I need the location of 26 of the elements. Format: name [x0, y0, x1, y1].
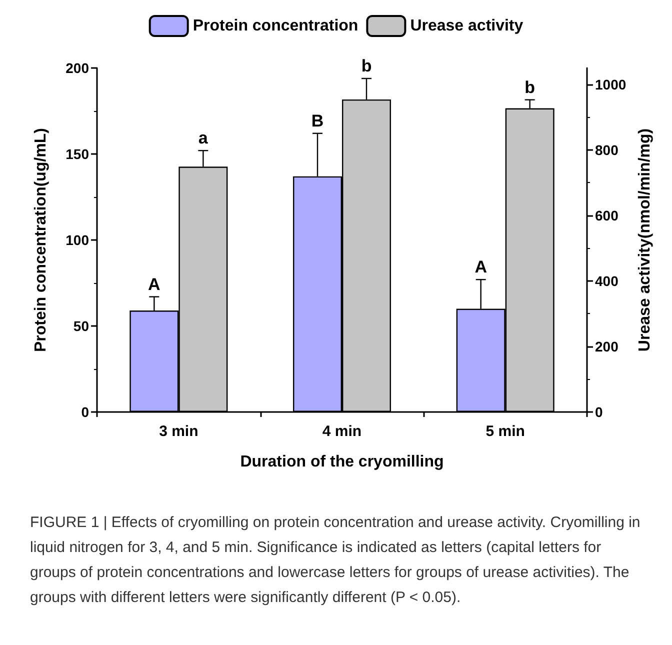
data-label: A	[474, 258, 487, 277]
caption: FIGURE 1 | Effects of cryomilling on protein concentration and urease activity. Cryomilling in liquid nitrogen for 3, 4, and 5 min. Significance is indicated as letters (capital letters for groups of protein concentrations and lowercase letters for groups of urease activities). The groups with different letters were significantly different (P < 0.05).	[30, 514, 644, 606]
y-tick-label: 0	[81, 404, 90, 420]
y-tick-label: 150	[66, 146, 90, 162]
x-tick-label: 4 min	[322, 423, 362, 440]
x-axis-title: Duration of the cryomilling	[240, 454, 444, 470]
data-label: b	[524, 78, 536, 97]
y2-axis-title: Urease activity(nmol/min/mg)	[636, 128, 654, 352]
legend-label: Urease activity	[410, 18, 524, 34]
y-tick-label: 100	[66, 232, 90, 248]
data-label: A	[148, 274, 160, 294]
data-label: a	[198, 128, 208, 148]
y2-tick-label: 200	[595, 338, 619, 354]
data-label: B	[311, 111, 324, 130]
y-tick-label: 200	[66, 60, 90, 76]
y2-tick-label: 0	[595, 404, 603, 420]
y2-tick-label: 400	[595, 272, 619, 289]
x-tick-label: 5 min	[486, 423, 525, 440]
y2-tick-label: 600	[595, 207, 619, 224]
y2-tick-label: 800	[595, 142, 619, 158]
y2-tick-label: 1000	[595, 76, 626, 92]
y-axis-title: Protein concentration(ug/mL)	[32, 128, 50, 352]
y-tick-label: 50	[73, 318, 90, 334]
legend-label: Protein concentration	[192, 18, 358, 34]
data-label: b	[361, 56, 372, 76]
x-tick-label: 3 min	[159, 423, 198, 440]
